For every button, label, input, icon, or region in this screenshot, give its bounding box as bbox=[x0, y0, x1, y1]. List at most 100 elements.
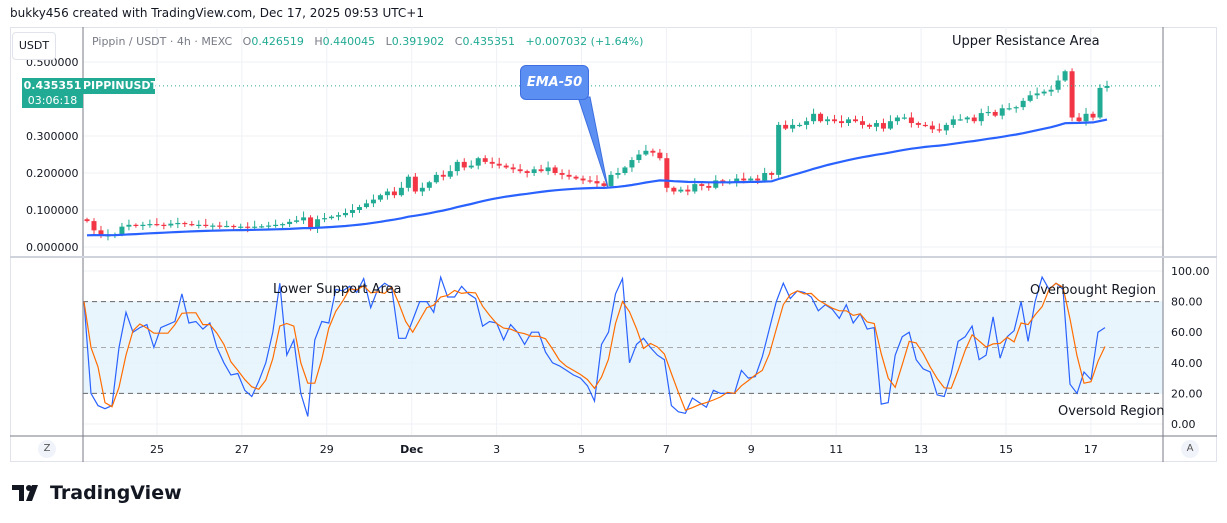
candle-body bbox=[238, 226, 244, 228]
osc-tick-label: 100.00 bbox=[1171, 265, 1210, 278]
candle-body bbox=[370, 199, 376, 204]
candle-body bbox=[315, 219, 321, 229]
candle-body bbox=[140, 224, 146, 226]
candle-body bbox=[811, 113, 817, 122]
price-tick-label: 0.100000 bbox=[26, 204, 79, 217]
candle-body bbox=[852, 119, 858, 122]
candle-body bbox=[615, 173, 621, 175]
oversold-label: Oversold Region bbox=[1058, 404, 1165, 419]
candle-body bbox=[433, 174, 439, 183]
candle-body bbox=[762, 173, 768, 181]
candle-body bbox=[1062, 71, 1068, 81]
candle-body bbox=[1041, 91, 1047, 94]
candle-body bbox=[1048, 89, 1054, 92]
candle-body bbox=[531, 169, 537, 173]
candle-body bbox=[154, 224, 160, 226]
time-tick-label: 9 bbox=[748, 443, 755, 456]
candle-body bbox=[804, 121, 810, 125]
candle-body bbox=[790, 124, 796, 129]
time-tick-label: 17 bbox=[1084, 443, 1098, 456]
time-tick-label: 5 bbox=[578, 443, 585, 456]
ema-callout: EMA-50 bbox=[520, 65, 589, 100]
timezone-button[interactable]: Z bbox=[38, 440, 56, 458]
high-value: 0.440045 bbox=[322, 35, 376, 48]
candle-body bbox=[713, 180, 719, 188]
change-value: +0.007032 (+1.64%) bbox=[525, 35, 644, 48]
candle-body bbox=[133, 224, 139, 226]
candle-body bbox=[545, 167, 551, 172]
candle-body bbox=[1090, 113, 1096, 118]
candle-body bbox=[168, 223, 174, 226]
candle-body bbox=[699, 184, 705, 186]
candle-body bbox=[866, 124, 872, 127]
axes: 0.0000000.1000000.2000000.3000000.500000… bbox=[10, 27, 1217, 462]
candle-body bbox=[447, 171, 453, 177]
candle-body bbox=[992, 111, 998, 116]
candle-body bbox=[231, 225, 237, 228]
auto-scale-button[interactable]: A bbox=[1181, 440, 1199, 458]
candle-body bbox=[363, 203, 369, 208]
candle-body bbox=[412, 176, 418, 192]
candle-body bbox=[308, 217, 314, 229]
candle-body bbox=[517, 169, 523, 172]
currency-button[interactable]: USDT bbox=[12, 32, 56, 60]
candle-body bbox=[119, 226, 125, 235]
candle-body bbox=[391, 191, 397, 196]
candle-body bbox=[273, 224, 279, 226]
candle-body bbox=[839, 121, 845, 124]
candle-body bbox=[943, 124, 949, 131]
candle-body bbox=[224, 225, 230, 228]
candle-body bbox=[650, 150, 656, 153]
candle-body bbox=[336, 215, 342, 217]
candle-body bbox=[887, 121, 893, 129]
last-price: 0.435351 bbox=[23, 79, 82, 92]
candle-body bbox=[706, 185, 712, 188]
time-tick-label: 7 bbox=[663, 443, 670, 456]
candle-body bbox=[538, 169, 544, 172]
candle-body bbox=[636, 154, 642, 161]
osc-tick-label: 0.00 bbox=[1171, 418, 1196, 431]
candle-body bbox=[594, 181, 600, 184]
low-value: 0.391902 bbox=[391, 35, 445, 48]
osc-tick-label: 40.00 bbox=[1171, 357, 1203, 370]
candle-body bbox=[440, 174, 446, 177]
candle-body bbox=[685, 189, 691, 192]
candle-body bbox=[915, 123, 921, 125]
candle-body bbox=[741, 178, 747, 181]
candle-body bbox=[405, 176, 411, 188]
ema-50-line bbox=[86, 118, 1108, 237]
candle-body bbox=[377, 195, 383, 200]
candle-body bbox=[294, 220, 300, 222]
candle-body bbox=[936, 129, 942, 131]
candle-body bbox=[356, 207, 362, 210]
candle-body bbox=[957, 119, 963, 121]
candle-body bbox=[894, 117, 900, 122]
candles bbox=[84, 68, 1110, 241]
last-price-tag: 0.435351 03:06:18 bbox=[22, 78, 83, 108]
candle-body bbox=[503, 165, 509, 168]
open-value: 0.426519 bbox=[251, 35, 304, 48]
candle-body bbox=[468, 165, 474, 168]
symbol-title: Pippin / USDT · 4h · MEXC bbox=[92, 35, 233, 48]
candle-body bbox=[587, 180, 593, 182]
candle-body bbox=[664, 158, 670, 188]
candle-body bbox=[329, 216, 335, 219]
candle-body bbox=[832, 119, 838, 122]
candle-body bbox=[748, 178, 754, 181]
candle-body bbox=[622, 167, 628, 173]
candle-body bbox=[818, 113, 824, 122]
close-value: 0.435351 bbox=[462, 35, 515, 48]
candle-body bbox=[259, 226, 265, 228]
candle-body bbox=[322, 218, 328, 220]
candle-body bbox=[908, 117, 914, 124]
tradingview-logo: TradingView bbox=[12, 482, 182, 504]
candle-body bbox=[91, 221, 97, 231]
osc-tick-label: 80.00 bbox=[1171, 296, 1203, 309]
candle-body bbox=[859, 121, 865, 125]
osc-tick-label: 20.00 bbox=[1171, 387, 1203, 400]
candle-body bbox=[98, 230, 104, 236]
candle-body bbox=[147, 224, 153, 226]
candle-body bbox=[196, 224, 202, 226]
candle-body bbox=[734, 178, 740, 183]
